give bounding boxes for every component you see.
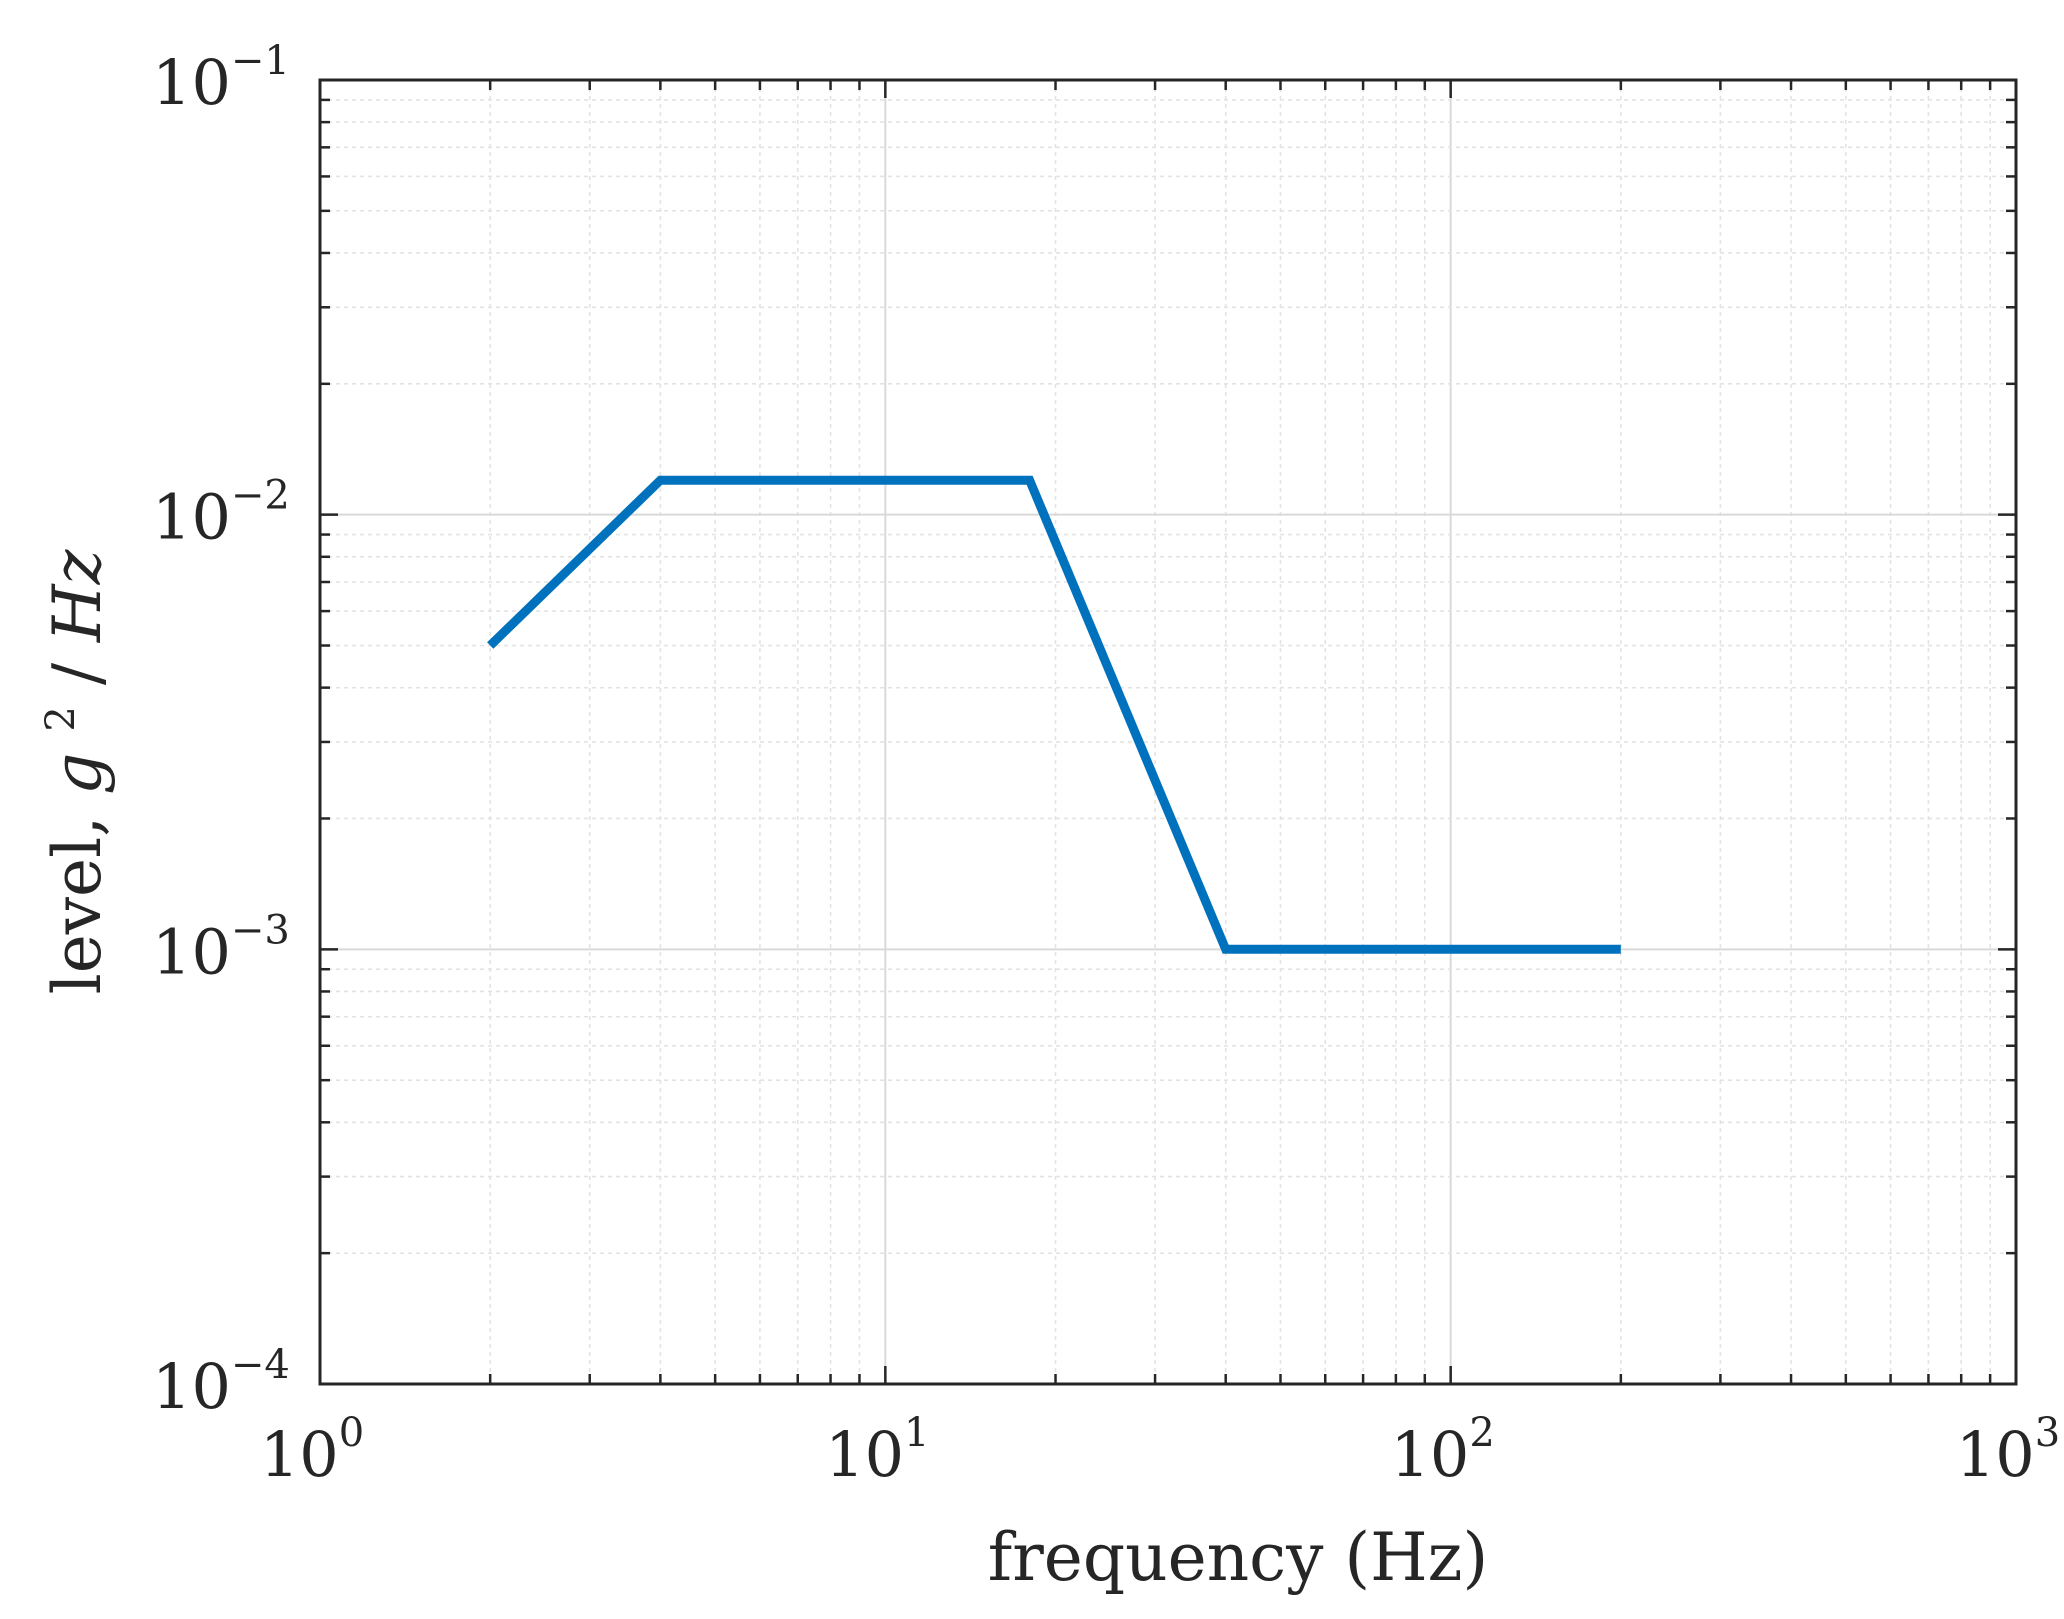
x-tick-labels: 100 101 102 103 — [260, 1410, 2060, 1491]
y-axis-label-g: g — [39, 753, 116, 795]
y-axis-label-unit: Hz — [39, 548, 116, 643]
y-tick-label: 10−1 — [152, 38, 290, 119]
y-tick-label: 10−2 — [152, 473, 290, 554]
x-axis-label: frequency (Hz) — [988, 1519, 1488, 1596]
y-axis-label-exponent: 2 — [38, 706, 84, 731]
x-tick-label: 101 — [825, 1410, 929, 1491]
y-axis-label: level, g 2 / Hz — [13, 548, 116, 994]
grid-lines — [320, 80, 2016, 1384]
y-axis-label-slash: / — [39, 642, 116, 685]
y-axis-label-prefix: level, — [39, 795, 116, 995]
y-tick-labels: 10−4 10−3 10−2 10−1 — [152, 38, 290, 1423]
y-tick-label: 10−4 — [152, 1342, 290, 1423]
x-tick-label: 100 — [260, 1410, 364, 1491]
x-tick-label: 103 — [1956, 1410, 2060, 1491]
x-tick-label: 102 — [1390, 1410, 1494, 1491]
plot-area-frame — [318, 78, 2018, 1386]
tick-marks — [318, 78, 2018, 1386]
series-line — [487, 475, 1621, 954]
series-layer — [487, 475, 1621, 954]
y-tick-label: 10−3 — [152, 907, 290, 988]
